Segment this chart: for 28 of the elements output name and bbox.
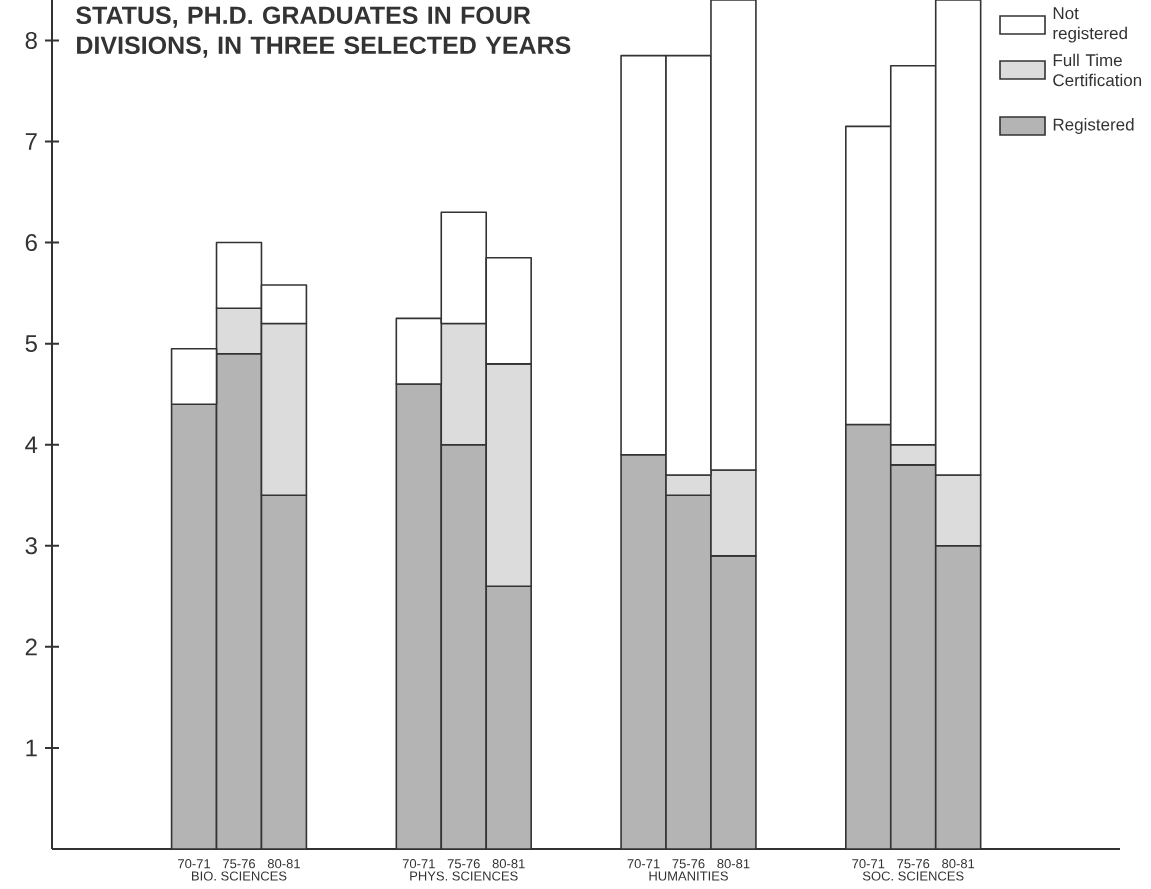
x-tick-label: 75-76 — [897, 859, 930, 869]
legend-label: Full Time Certification — [1053, 53, 1142, 87]
x-tick-label: 75-76 — [223, 859, 256, 869]
y-tick-label: 6 — [25, 234, 37, 252]
y-tick-label: 5 — [25, 335, 37, 352]
y-tick-label: 2 — [25, 638, 37, 656]
x-tick-label: 80-81 — [267, 859, 300, 869]
text: SOC. SCIENCES — [862, 871, 964, 881]
x-tick-label: 70-71 — [852, 859, 885, 869]
y-tick-label: 3 — [25, 537, 37, 555]
y-tick-label: 8 — [25, 31, 37, 49]
x-tick-label: 80-81 — [717, 859, 750, 869]
y-tick-label: 7 — [25, 133, 37, 150]
legend-label: Not registered — [1053, 7, 1127, 43]
text: BIO. SCIENCES — [192, 871, 287, 881]
x-tick-label: 75-76 — [672, 859, 705, 869]
y-tick-label: 1 — [26, 739, 37, 757]
legend-label: Registered — [1053, 118, 1134, 134]
text: STATUS, PH.D. GRADUATES IN FOUR DIVISIONS, IN THREE SELECTED YEARS — [76, 6, 571, 58]
x-tick-label: 70-71 — [178, 859, 211, 869]
x-tick-label: 80-81 — [942, 859, 975, 869]
text: PHYS. SCIENCES — [410, 871, 518, 881]
text: HUMANITIES — [649, 871, 728, 881]
x-tick-label: 70-71 — [627, 859, 660, 869]
x-tick-label: 75-76 — [447, 859, 480, 869]
x-tick-label: 70-71 — [402, 859, 435, 869]
y-tick-label: 4 — [25, 436, 38, 453]
x-tick-label: 80-81 — [492, 859, 525, 869]
